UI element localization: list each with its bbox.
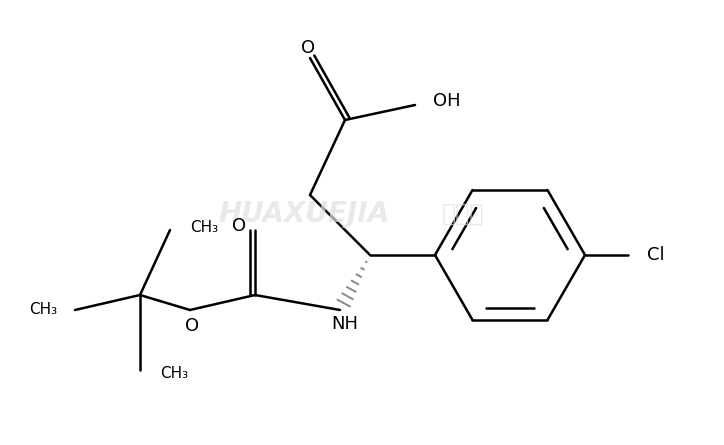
Text: O: O	[185, 317, 199, 335]
Text: CH₃: CH₃	[160, 367, 188, 381]
Text: Cl: Cl	[647, 246, 665, 264]
Text: OH: OH	[433, 92, 460, 110]
Text: O: O	[301, 39, 315, 57]
Text: 化学加: 化学加	[442, 202, 484, 226]
Text: NH: NH	[332, 315, 358, 333]
Text: O: O	[232, 217, 246, 235]
Text: CH₃: CH₃	[190, 221, 218, 235]
Text: CH₃: CH₃	[29, 303, 57, 317]
Text: HUAXUEJIA: HUAXUEJIA	[219, 200, 390, 227]
